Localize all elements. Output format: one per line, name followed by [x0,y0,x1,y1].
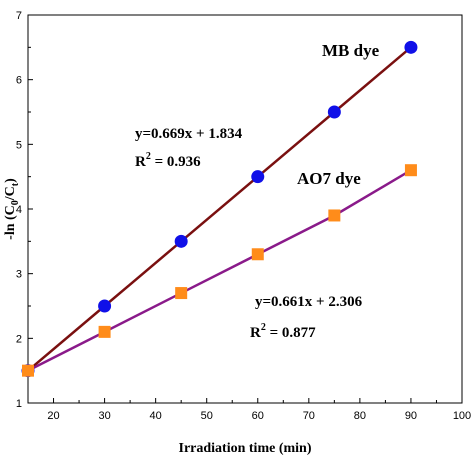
equation-mb: y=0.669x + 1.834 [135,126,243,142]
y-tick-label: 1 [16,398,22,410]
x-tick-label: 90 [405,410,417,422]
data-point-ao7 [22,364,34,377]
fit-line-ao7 [27,169,412,372]
data-markers [21,40,418,378]
series-label-ao7: AO7 dye [297,169,361,188]
x-tick-label: 70 [303,410,315,422]
data-point-mb [404,40,418,54]
plot-area: 20 30 40 50 60 70 80 90 100 1 2 3 4 5 6 7 [16,10,471,422]
x-tick-label: 50 [201,410,213,422]
y-axis-title: -ln (C0/Ct) [3,178,21,240]
x-axis-title: Irradiation time (min) [179,441,312,456]
data-point-mb [327,105,341,119]
x-tick-label: 20 [47,410,59,422]
x-tick-label: 40 [150,410,162,422]
data-point-ao7 [175,287,188,300]
plot-frame [27,14,463,404]
r2-ao7: R2 = 0.877 [250,322,316,341]
x-tick-label: 100 [453,410,471,422]
y-tick-label: 4 [16,204,22,216]
data-point-ao7 [251,248,264,261]
data-point-mb [174,234,188,248]
r2-mb: R2 = 0.936 [135,151,201,170]
y-tick-label: 6 [16,75,22,87]
x-tick-label: 60 [252,410,264,422]
y-tick-label: 5 [16,139,22,151]
data-point-ao7 [328,209,341,222]
y-tick-label: 2 [16,333,22,345]
y-tick-label: 3 [16,269,22,281]
fit-lines [27,46,412,372]
data-point-mb [251,170,265,184]
y-tick-label: 7 [16,10,22,22]
data-point-mb [98,299,112,313]
x-tick-label: 80 [354,410,366,422]
x-tick-label: 30 [98,410,110,422]
series-label-mb: MB dye [322,41,380,60]
axis-ticks: 20 30 40 50 60 70 80 90 100 1 2 3 4 5 6 7 [16,10,471,422]
data-point-ao7 [404,164,417,177]
equation-ao7: y=0.661x + 2.306 [255,294,363,310]
fit-line-mb [27,46,412,372]
data-point-ao7 [98,325,111,338]
